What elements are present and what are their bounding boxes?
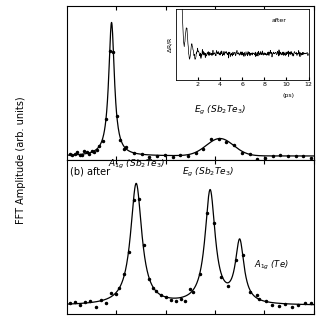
Text: A$_{1g}$ (Te): A$_{1g}$ (Te) — [254, 259, 289, 272]
Text: E$_g$ (Sb$_2$Te$_3$): E$_g$ (Sb$_2$Te$_3$) — [194, 104, 246, 117]
Text: E$_g$ (Sb$_2$Te$_3$): E$_g$ (Sb$_2$Te$_3$) — [181, 166, 234, 180]
Text: A$_{1g}$ (Sb$_2$Te$_3$): A$_{1g}$ (Sb$_2$Te$_3$) — [108, 158, 165, 171]
Text: FFT Amplitude (arb. units): FFT Amplitude (arb. units) — [16, 96, 26, 224]
Text: (b) after: (b) after — [70, 166, 110, 176]
